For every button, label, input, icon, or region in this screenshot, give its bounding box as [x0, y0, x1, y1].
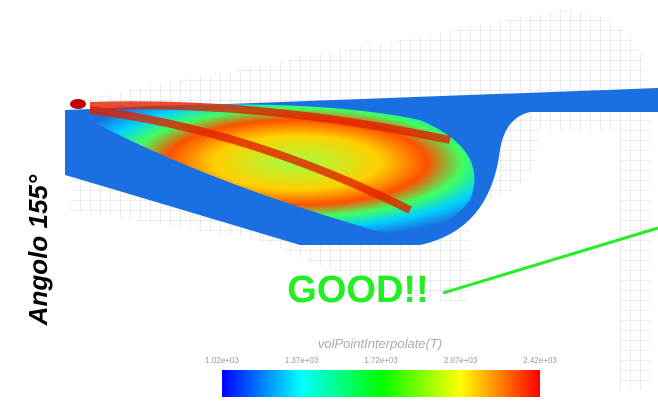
colorbar: [222, 370, 540, 397]
angle-label: Angolo 155°: [23, 174, 53, 326]
colorbar-tick-label: 1.37e+03: [285, 356, 319, 365]
colorbar-tick-label: 2.42e+03: [523, 356, 557, 365]
colorbar-tick-label: 1.02e+03: [205, 356, 239, 365]
colorbar-tick-label: 1.72e+03: [364, 356, 398, 365]
render: Angolo 155° GOOD!! volPointInterpolate(T…: [0, 0, 658, 404]
annotation: GOOD!!: [287, 269, 428, 311]
colorbar-title: volPointInterpolate(T): [318, 336, 442, 351]
screenshot: Angolo 155° GOOD!! volPointInterpolate(T…: [0, 0, 658, 404]
colorbar-tick-label: 2.07e+03: [444, 356, 478, 365]
